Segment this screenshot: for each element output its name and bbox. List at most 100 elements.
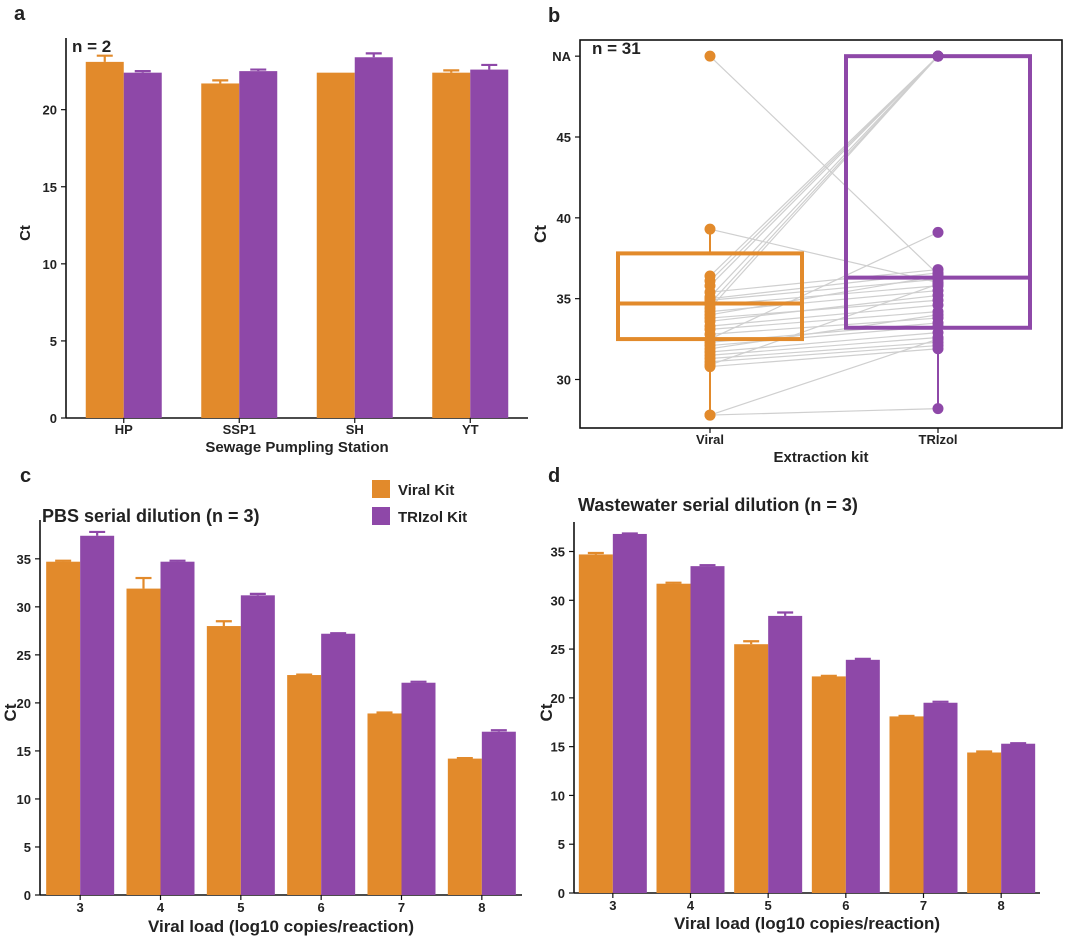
paired-line xyxy=(709,336,939,356)
paired-line xyxy=(709,275,939,316)
y-tick-label: 5 xyxy=(558,837,565,852)
x-axis-title: Viral load (log10 copies/reaction) xyxy=(148,917,414,936)
y-tick-label: 10 xyxy=(17,792,31,807)
bar-trizol xyxy=(481,731,516,895)
panel-b-chart: 30 35 40 45 NA Viral TRIzol Extraction kit Ct n =… xyxy=(531,39,1063,466)
bar-trizol xyxy=(845,659,880,893)
y-tick-label: 30 xyxy=(17,600,31,615)
paired-line xyxy=(709,314,939,350)
y-tick-label: 30 xyxy=(557,373,571,388)
bar-trizol xyxy=(354,57,393,418)
bar-viral xyxy=(126,588,161,895)
x-tick-label: 7 xyxy=(920,898,927,913)
y-tick-label: 45 xyxy=(557,130,571,145)
legend-label-trizol: TRIzol Kit xyxy=(398,509,467,526)
y-tick-label: 5 xyxy=(50,334,57,349)
bar-trizol xyxy=(401,682,436,895)
x-tick-label: 4 xyxy=(687,898,695,913)
paired-line xyxy=(709,268,939,293)
paired-line xyxy=(709,294,939,322)
x-tick-label: YT xyxy=(462,422,479,437)
bar-viral xyxy=(889,716,924,893)
point-viral xyxy=(704,361,716,373)
bar-viral xyxy=(432,72,471,419)
sample-size-note: n = 31 xyxy=(592,39,641,58)
y-tick-label: 30 xyxy=(551,593,565,608)
panel-title: PBS serial dilution (n = 3) xyxy=(42,506,260,526)
paired-line xyxy=(709,408,939,416)
y-axis-title: Ct xyxy=(537,703,556,721)
x-tick-label: SH xyxy=(346,422,364,437)
point-trizol xyxy=(932,226,944,238)
x-tick-label: 3 xyxy=(77,900,84,915)
point-trizol xyxy=(932,309,944,321)
y-tick-label: 35 xyxy=(551,545,565,560)
bar-viral xyxy=(85,61,124,418)
plot-frame xyxy=(579,39,1063,429)
bar-viral xyxy=(46,561,81,895)
legend-label-viral: Viral Kit xyxy=(398,482,454,499)
point-trizol xyxy=(932,289,944,301)
paired-line xyxy=(709,338,939,416)
x-tick-label: 3 xyxy=(609,898,616,913)
x-axis-title: Sewage Pumpling Station xyxy=(205,439,388,456)
point-trizol xyxy=(932,278,944,290)
bar-viral xyxy=(206,626,241,895)
panel-title: Wastewater serial dilution (n = 3) xyxy=(578,495,858,515)
legend-swatch-viral xyxy=(372,480,390,498)
point-viral xyxy=(704,223,716,235)
paired-line xyxy=(709,311,939,330)
y-tick-label: 10 xyxy=(43,257,57,272)
point-viral xyxy=(704,50,716,62)
x-tick-label: 6 xyxy=(318,900,325,915)
bar-trizol xyxy=(923,702,958,893)
bar-trizol xyxy=(160,561,195,895)
panel-d-chart: 0 5 10 15 20 25 30 35 3 4 5 6 7 8 Viral load (log10 co… xyxy=(537,495,1040,933)
y-axis-title: Ct xyxy=(531,225,550,243)
paired-line xyxy=(709,299,939,319)
bar-trizol xyxy=(690,566,725,893)
x-tick-label: Viral xyxy=(696,432,724,447)
point-trizol xyxy=(932,403,944,415)
paired-line xyxy=(709,283,939,366)
bar-trizol xyxy=(470,69,509,418)
y-tick-label: 0 xyxy=(24,888,31,903)
bar-viral xyxy=(287,675,322,895)
bar-viral xyxy=(967,752,1002,893)
sample-size-note: n = 2 xyxy=(72,37,111,56)
paired-line xyxy=(709,332,939,353)
bar-viral xyxy=(367,713,402,895)
bar-viral xyxy=(734,644,769,893)
paired-line xyxy=(709,304,939,327)
y-tick-label: 5 xyxy=(24,840,31,855)
y-axis-title: Ct xyxy=(17,225,34,241)
y-axis-title: Ct xyxy=(1,703,20,721)
x-axis-title: Extraction kit xyxy=(773,449,868,466)
y-tick-label: 40 xyxy=(557,211,571,226)
bar-trizol xyxy=(612,533,647,893)
panel-a-chart: 0 5 10 15 20 HP SSP1 SH YT Sewage Pumpling Statio… xyxy=(17,37,528,456)
paired-line xyxy=(709,228,939,284)
x-axis-title: Viral load (log10 copies/reaction) xyxy=(674,914,940,933)
x-tick-label: HP xyxy=(115,422,133,437)
point-trizol xyxy=(932,343,944,355)
y-tick-label: 0 xyxy=(558,886,565,901)
paired-line xyxy=(709,55,939,309)
x-tick-label: 8 xyxy=(478,900,485,915)
y-tick-label: 20 xyxy=(43,103,57,118)
bar-viral xyxy=(201,83,240,418)
x-tick-label: 5 xyxy=(765,898,772,913)
x-tick-label: 5 xyxy=(237,900,244,915)
point-viral xyxy=(704,409,716,421)
paired-line xyxy=(709,55,939,287)
point-trizol xyxy=(932,267,944,279)
x-tick-label: 6 xyxy=(842,898,849,913)
legend: Viral Kit TRIzol Kit xyxy=(372,480,467,526)
y-tick-label: 0 xyxy=(50,411,57,426)
bar-trizol xyxy=(239,71,278,418)
paired-line xyxy=(709,348,939,368)
bar-viral xyxy=(447,758,482,895)
bar-trizol xyxy=(321,633,356,895)
y-tick-label: 15 xyxy=(43,180,57,195)
